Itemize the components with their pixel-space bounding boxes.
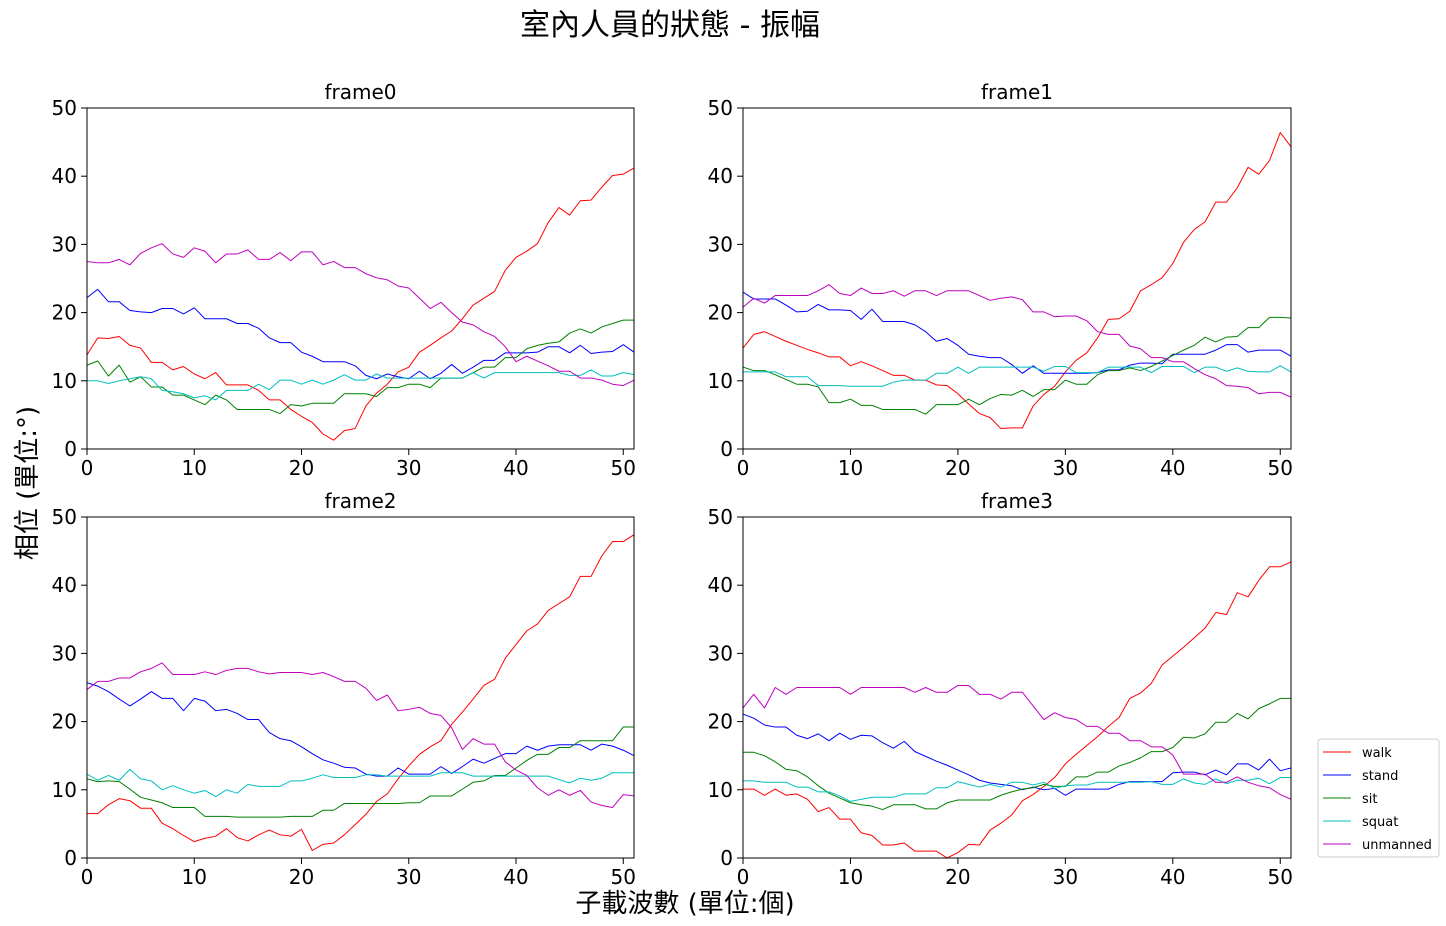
series-line-walk (87, 534, 634, 851)
y-tick-label: 10 (52, 778, 77, 802)
legend-label-unmanned: unmanned (1362, 838, 1432, 853)
axes-frame (86, 107, 635, 450)
x-tick-label: 20 (945, 456, 970, 480)
series-line-unmanned (87, 243, 634, 387)
y-tick-label: 20 (708, 710, 733, 734)
x-tick-label: 40 (1160, 865, 1185, 889)
y-axis-label: 相位 (單位:°) (13, 406, 43, 560)
y-tick-label: 0 (720, 846, 733, 870)
x-tick-label: 20 (945, 865, 970, 889)
series-line-walk (743, 561, 1291, 858)
series-line-squat (743, 365, 1291, 387)
series-line-sit (87, 319, 634, 415)
x-tick-label: 30 (396, 865, 421, 889)
figure-title: 室內人員的狀態 - 振幅 (520, 8, 820, 43)
y-tick-label: 0 (64, 846, 77, 870)
series-line-unmanned (87, 662, 634, 809)
x-tick-label: 0 (81, 456, 94, 480)
legend: walk stand sit squat unmanned (1317, 738, 1440, 858)
x-tick-label: 20 (289, 456, 314, 480)
y-tick-label: 40 (708, 164, 733, 188)
y-tick-label: 20 (52, 301, 77, 325)
x-tick-label: 20 (289, 865, 314, 889)
x-tick-label: 50 (611, 865, 636, 889)
x-tick-label: 0 (737, 865, 750, 889)
legend-label-walk: walk (1362, 746, 1392, 761)
series-line-squat (87, 369, 634, 401)
axes-frame (742, 516, 1292, 859)
y-tick-label: 30 (52, 641, 77, 665)
legend-box (1317, 738, 1440, 858)
x-tick-label: 10 (838, 456, 863, 480)
series-group (743, 561, 1291, 858)
series-group (87, 534, 634, 851)
subplot-frame1: frame1 0 10 20 30 40 50 0 10 20 30 40 50 (708, 80, 1293, 480)
series-line-unmanned (743, 684, 1291, 800)
y-tick-label: 40 (52, 164, 77, 188)
subplot-title: frame2 (324, 489, 396, 513)
y-tick-label: 10 (52, 369, 77, 393)
subplot-frame3: frame3 0 10 20 30 40 50 0 10 20 30 40 50 (708, 489, 1293, 889)
series-group (743, 132, 1291, 430)
series-line-walk (743, 132, 1291, 430)
series-line-stand (87, 288, 634, 380)
series-line-sit (87, 726, 634, 818)
y-tick-label: 10 (708, 369, 733, 393)
series-group (87, 167, 634, 441)
series-line-squat (743, 777, 1291, 802)
y-tick-label: 50 (52, 505, 77, 529)
y-tick-label: 0 (64, 437, 77, 461)
x-tick-label: 50 (1268, 865, 1293, 889)
x-axis-label: 子載波數 (單位:個) (575, 889, 794, 919)
y-tick-label: 20 (708, 301, 733, 325)
y-tick-label: 10 (708, 778, 733, 802)
x-tick-label: 40 (503, 456, 528, 480)
x-tick-label: 10 (182, 865, 207, 889)
x-tick-label: 0 (81, 865, 94, 889)
y-tick-label: 20 (52, 710, 77, 734)
x-tick-label: 30 (1053, 865, 1078, 889)
series-line-stand (87, 682, 634, 777)
series-line-squat (87, 768, 634, 798)
y-tick-label: 0 (720, 437, 733, 461)
y-tick-label: 50 (708, 96, 733, 120)
axes-frame (86, 516, 635, 859)
series-line-sit (743, 316, 1291, 415)
y-tick-label: 30 (52, 232, 77, 256)
x-tick-label: 0 (737, 456, 750, 480)
series-line-unmanned (743, 284, 1291, 398)
x-tick-label: 30 (1053, 456, 1078, 480)
y-tick-label: 30 (708, 232, 733, 256)
subplot-title: frame0 (324, 80, 396, 104)
x-tick-label: 10 (838, 865, 863, 889)
series-line-stand (743, 713, 1291, 796)
x-tick-label: 50 (1268, 456, 1293, 480)
axes-frame (742, 107, 1292, 450)
subplot-title: frame1 (981, 80, 1053, 104)
legend-label-stand: stand (1362, 769, 1398, 784)
subplot-frame2: frame2 0 10 20 30 40 50 0 10 20 30 40 50 (52, 489, 636, 889)
y-tick-label: 40 (708, 573, 733, 597)
legend-label-squat: squat (1362, 815, 1398, 830)
y-tick-label: 50 (52, 96, 77, 120)
subplot-title: frame3 (981, 489, 1053, 513)
x-tick-label: 50 (611, 456, 636, 480)
y-tick-label: 50 (708, 505, 733, 529)
series-line-stand (743, 291, 1291, 374)
series-line-sit (743, 697, 1291, 811)
series-line-walk (87, 167, 634, 441)
x-tick-label: 30 (396, 456, 421, 480)
y-tick-label: 40 (52, 573, 77, 597)
subplot-frame0: frame0 0 10 20 30 40 50 0 10 20 30 40 50 (52, 80, 636, 480)
x-tick-label: 40 (503, 865, 528, 889)
legend-label-sit: sit (1362, 792, 1377, 807)
x-tick-label: 10 (182, 456, 207, 480)
y-tick-label: 30 (708, 641, 733, 665)
x-tick-label: 40 (1160, 456, 1185, 480)
